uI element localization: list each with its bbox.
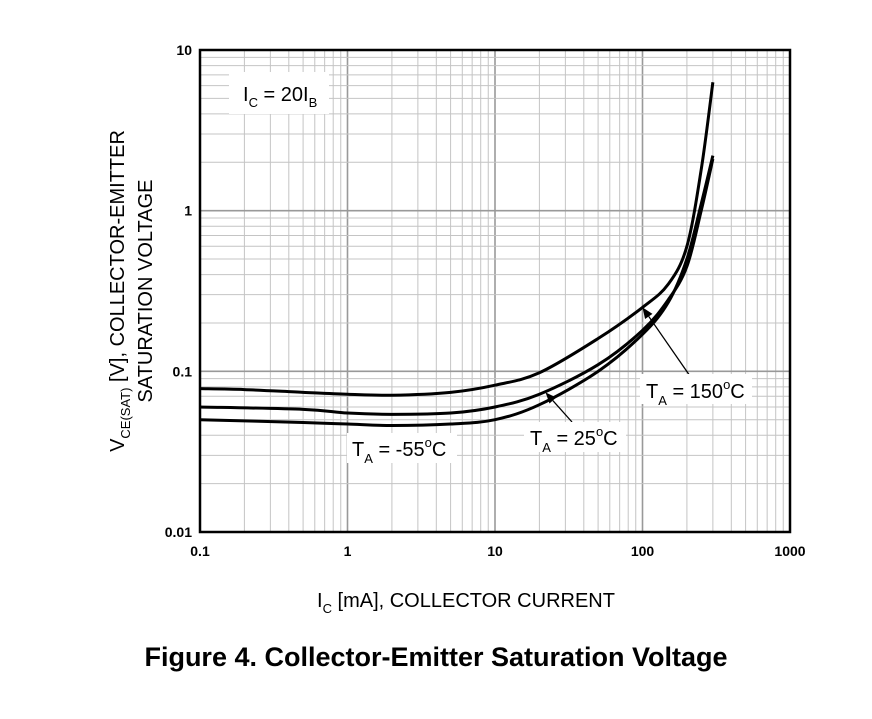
series-line-1 bbox=[199, 158, 715, 416]
annotation-arrow-head bbox=[545, 392, 557, 404]
x-tick-label: 1 bbox=[344, 543, 352, 559]
series-line-2 bbox=[199, 155, 715, 428]
x-axis-label: IC [mA], COLLECTOR CURRENT bbox=[317, 590, 615, 616]
x-tick-label: 10 bbox=[487, 543, 503, 559]
plot-frame bbox=[198, 48, 792, 534]
series-label-minus55c: TA = -55oC bbox=[352, 435, 446, 466]
condition-label: IC = 20IB bbox=[243, 84, 317, 110]
y-axis-label-line2: SATURATION VOLTAGE bbox=[135, 180, 157, 403]
figure-caption: Figure 4. Collector-Emitter Saturation V… bbox=[144, 642, 728, 672]
x-tick-label: 100 bbox=[631, 543, 655, 559]
y-tick-label: 1 bbox=[184, 203, 192, 219]
saturation-voltage-chart: 0.1 1 10 100 1000 0.01 0.1 1 10 IC = 20IB TA = 1… bbox=[107, 42, 806, 616]
annotation-arrow-head bbox=[642, 307, 653, 320]
condition-box bbox=[229, 72, 329, 114]
series-line-0 bbox=[199, 82, 715, 397]
x-tick-label: 1000 bbox=[774, 543, 805, 559]
series-label-150c: TA = 150oC bbox=[646, 377, 745, 408]
series-label-25c: TA = 25oC bbox=[530, 424, 618, 455]
x-tick-label: 0.1 bbox=[190, 543, 210, 559]
annotation-arrow-line bbox=[648, 316, 691, 377]
grid-lines bbox=[199, 50, 790, 533]
y-tick-label: 0.01 bbox=[165, 524, 192, 540]
y-axis-label-line1: VCE(SAT) [V], COLLECTOR-EMITTER bbox=[107, 130, 133, 452]
y-tick-label: 0.1 bbox=[173, 363, 193, 379]
annotation-arrow-line bbox=[552, 400, 573, 423]
y-tick-label: 10 bbox=[176, 42, 192, 58]
